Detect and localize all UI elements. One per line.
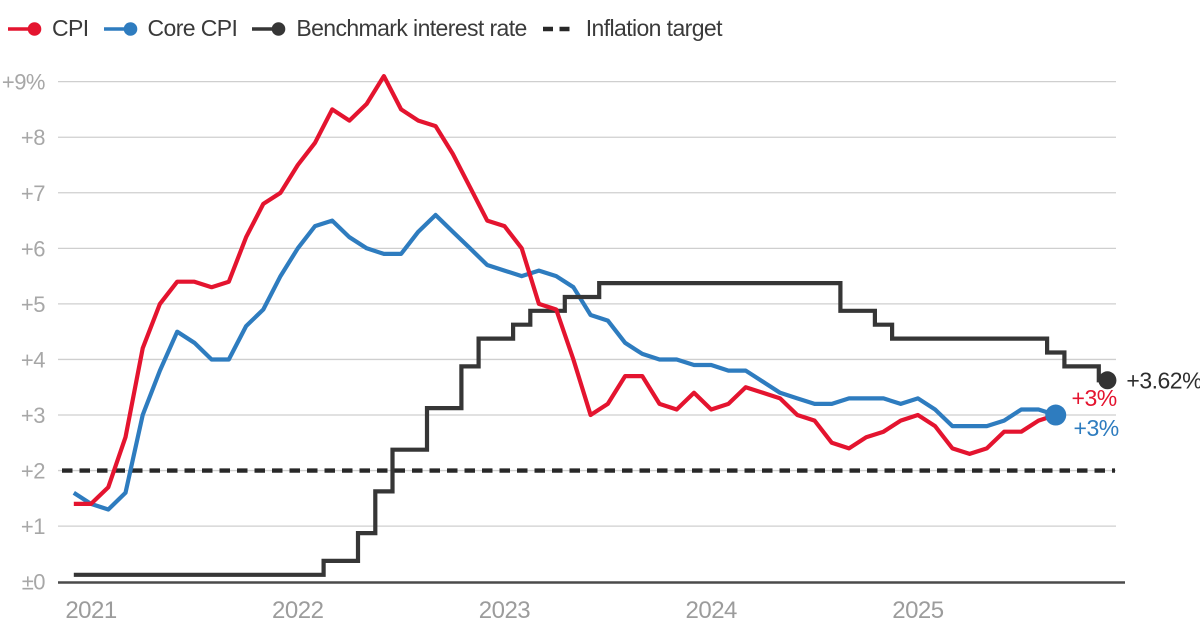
y-tick-label-3: +3 (21, 403, 45, 428)
legend-item-benchmark-rate: Benchmark interest rate (252, 15, 527, 42)
legend-item-inflation-target: Inflation target (542, 15, 722, 42)
legend-label-inflation-target: Inflation target (585, 15, 723, 41)
chart-legend: CPI Core CPI Benchmark interest rate Inf… (8, 15, 722, 42)
benchmark-rate-line (73, 281, 1108, 577)
x-tick-label-2025: 2025 (892, 597, 944, 624)
legend-label-core-cpi: Core CPI (147, 15, 238, 41)
y-tick-label-0: ±0 (22, 570, 46, 595)
y-tick-label-5: +5 (21, 292, 45, 317)
cpi-end-label: +3% (1072, 385, 1117, 411)
y-tick-label-1: +1 (21, 514, 45, 539)
inflation-target-legend-marker-icon (542, 26, 575, 31)
core-cpi-end-dot (1045, 404, 1067, 426)
x-tick-label-2021: 2021 (65, 597, 117, 624)
benchmark-rate-legend-marker-icon (252, 21, 286, 36)
core-cpi-legend-marker-icon (103, 21, 137, 36)
cpi-line (73, 74, 1057, 506)
core-cpi-line (72, 212, 1057, 512)
y-tick-label-8: +8 (21, 125, 45, 150)
benchmark-interest-rate-end-label: +3.62% (1126, 367, 1200, 393)
x-tick-label-2024: 2024 (686, 597, 738, 624)
benchmark-rate-end-dot (1098, 371, 1117, 390)
y-tick-label-2: +2 (21, 459, 45, 484)
cpi-legend-marker-icon (8, 21, 42, 36)
x-tick-label-2022: 2022 (272, 597, 324, 624)
legend-label-benchmark-rate: Benchmark interest rate (296, 15, 527, 41)
y-tick-label-9: +9% (2, 70, 45, 95)
core-cpi-end-label: +3% (1074, 415, 1119, 441)
legend-label-cpi: CPI (52, 15, 89, 41)
legend-item-cpi: CPI (8, 15, 89, 42)
y-tick-label-4: +4 (21, 347, 45, 372)
y-tick-label-7: +7 (21, 181, 45, 206)
legend-item-core-cpi: Core CPI (103, 15, 238, 42)
y-tick-label-6: +6 (21, 236, 45, 261)
x-tick-label-2023: 2023 (479, 597, 531, 624)
